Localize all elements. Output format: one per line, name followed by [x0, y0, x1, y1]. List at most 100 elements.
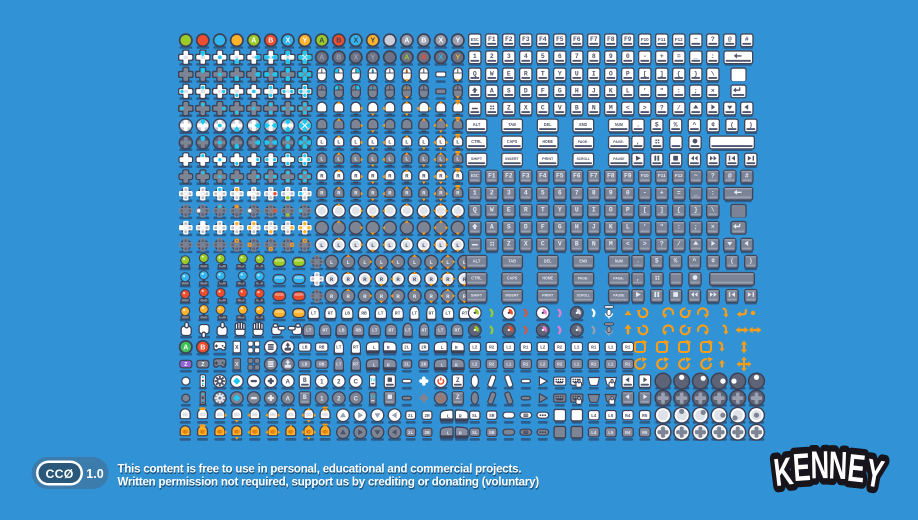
- svg-text:Z: Z: [201, 362, 205, 368]
- svg-text:L: L: [371, 139, 375, 146]
- svg-text:K: K: [772, 450, 796, 496]
- svg-text:L: L: [388, 139, 392, 146]
- svg-text:TV: TV: [370, 395, 376, 400]
- svg-text:C: C: [307, 429, 311, 434]
- svg-text:F12: F12: [675, 173, 684, 178]
- svg-text:F2: F2: [505, 36, 513, 43]
- svg-text:ESC: ESC: [471, 173, 479, 178]
- svg-text:G: G: [558, 87, 562, 94]
- svg-text:L: L: [439, 156, 443, 163]
- svg-text:Y: Y: [455, 55, 460, 62]
- svg-text:A: A: [404, 55, 409, 62]
- svg-text:ALT: ALT: [473, 122, 481, 127]
- svg-text:LT: LT: [405, 328, 411, 334]
- svg-text:@: @: [728, 173, 732, 180]
- svg-text:LT: LT: [445, 311, 451, 317]
- svg-text:L: L: [337, 242, 341, 249]
- svg-text:=: =: [677, 53, 681, 60]
- svg-text:R: R: [524, 207, 528, 214]
- svg-text:L: L: [347, 259, 351, 266]
- svg-text:B: B: [303, 394, 307, 401]
- svg-text:": ": [660, 87, 664, 94]
- svg-text:L: L: [626, 224, 630, 231]
- svg-text:F2: F2: [505, 173, 513, 180]
- svg-text:LT: LT: [336, 362, 342, 368]
- svg-text:R: R: [459, 430, 462, 436]
- svg-text:This content is free to use in: This content is free to use in personal,…: [118, 463, 522, 475]
- svg-text:2R: 2R: [421, 363, 427, 368]
- svg-text:2R: 2R: [424, 431, 430, 436]
- svg-text:R: R: [330, 293, 334, 300]
- svg-text:G: G: [558, 224, 562, 231]
- svg-text:>: >: [643, 104, 647, 111]
- svg-text:SL: SL: [472, 431, 478, 436]
- svg-text:L: L: [337, 156, 341, 163]
- svg-text:[: [: [643, 70, 647, 77]
- svg-text:R: R: [413, 276, 417, 283]
- svg-text:/: /: [677, 104, 681, 111]
- svg-text:RT: RT: [388, 328, 394, 334]
- svg-text:INSERT: INSERT: [505, 294, 519, 298]
- svg-text:H: H: [575, 224, 579, 231]
- svg-text:Z: Z: [507, 104, 511, 111]
- svg-text:SHIFT: SHIFT: [471, 157, 483, 161]
- svg-text:J: J: [592, 87, 596, 94]
- svg-text:U: U: [575, 207, 579, 214]
- svg-text:%: %: [674, 121, 678, 128]
- svg-text:B: B: [200, 344, 205, 351]
- svg-text:R: R: [387, 345, 390, 351]
- svg-text:J: J: [592, 224, 596, 231]
- svg-text:~: ~: [694, 173, 698, 180]
- svg-text:A: A: [490, 224, 494, 231]
- svg-text:L: L: [373, 362, 376, 368]
- svg-text:P: P: [626, 70, 630, 77]
- svg-text:F: F: [541, 87, 545, 94]
- svg-text:Z: Z: [456, 394, 460, 401]
- svg-text:R1: R1: [591, 363, 597, 368]
- svg-text:R: R: [330, 276, 334, 283]
- svg-text:’: ’: [643, 224, 647, 231]
- svg-text:R: R: [388, 190, 392, 197]
- svg-text:T: T: [541, 207, 545, 214]
- svg-text:L: L: [456, 242, 460, 249]
- svg-text:PAGE↑: PAGE↑: [578, 140, 589, 144]
- svg-text:R: R: [439, 173, 443, 180]
- svg-text:R1: R1: [523, 363, 529, 368]
- svg-text:\: \: [711, 207, 715, 214]
- svg-text:R: R: [337, 173, 341, 180]
- svg-text:R: R: [380, 276, 384, 283]
- svg-text:;: ;: [694, 87, 698, 94]
- svg-text:H: H: [575, 87, 579, 94]
- svg-text:V: V: [558, 241, 562, 248]
- svg-text:F3: F3: [522, 36, 530, 43]
- svg-text:W: W: [490, 207, 494, 214]
- svg-text:L2: L2: [540, 346, 546, 351]
- svg-text:R1: R1: [523, 346, 529, 351]
- svg-text:E: E: [845, 447, 867, 492]
- svg-text:6: 6: [558, 190, 562, 197]
- svg-text:R: R: [456, 173, 460, 180]
- svg-text:I: I: [592, 207, 596, 214]
- svg-text:ALT: ALT: [473, 258, 481, 263]
- svg-text:O: O: [609, 207, 613, 214]
- svg-text:R: R: [363, 276, 367, 283]
- svg-text::: :: [711, 190, 715, 197]
- svg-text:TAB: TAB: [508, 122, 516, 127]
- svg-text:L: L: [405, 139, 409, 146]
- svg-text:R: R: [459, 413, 462, 419]
- svg-text:N: N: [810, 444, 829, 488]
- svg-text:R: R: [387, 362, 390, 368]
- svg-text:): ): [749, 121, 753, 128]
- svg-text:^: ^: [692, 257, 696, 265]
- svg-text:R2: R2: [557, 363, 563, 368]
- svg-text:TV: TV: [370, 378, 376, 383]
- svg-text:N: N: [828, 444, 848, 488]
- svg-text:SR: SR: [489, 431, 495, 436]
- svg-text:R4: R4: [625, 431, 631, 436]
- svg-text:3: 3: [507, 190, 511, 197]
- svg-text:F3: F3: [522, 173, 530, 180]
- svg-text:): ): [749, 258, 753, 265]
- svg-text:9: 9: [609, 53, 613, 60]
- svg-text:C: C: [271, 429, 275, 434]
- svg-text:PAGE↑: PAGE↑: [578, 277, 589, 281]
